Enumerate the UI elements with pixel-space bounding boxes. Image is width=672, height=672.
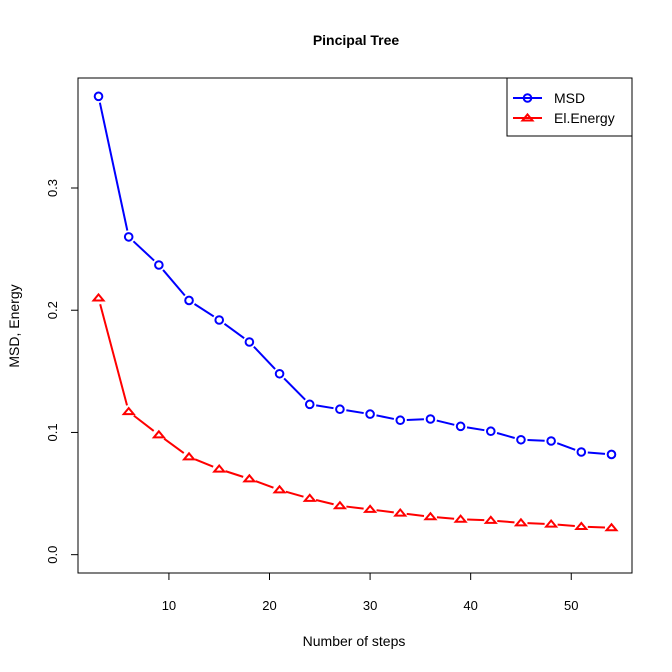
- data-point: [576, 447, 587, 457]
- series-line-segment: [194, 458, 214, 468]
- data-point: [272, 484, 287, 494]
- series-line-segment: [466, 426, 485, 432]
- series-line-segment: [436, 419, 455, 426]
- series-line-segment: [315, 499, 334, 506]
- x-tick-label: 50: [564, 598, 578, 613]
- series-line-segment: [162, 269, 186, 297]
- y-tick-label: 0.2: [45, 301, 60, 319]
- legend: MSD El.Energy: [506, 77, 633, 137]
- data-point: [244, 337, 255, 347]
- series-line-segment: [99, 304, 128, 406]
- data-point: [393, 507, 408, 517]
- y-axis: 0.0 0.1 0.2 0.3: [45, 179, 78, 564]
- x-tick-label: 30: [363, 598, 377, 613]
- data-point: [544, 518, 559, 528]
- series-line-segment: [315, 404, 334, 410]
- series-line-segment: [527, 522, 545, 525]
- series-line-segment: [346, 409, 364, 415]
- series-line-segment: [557, 523, 575, 528]
- data-point: [154, 260, 164, 270]
- series-line-segment: [376, 414, 395, 420]
- series-line-segment: [193, 303, 215, 318]
- series-el-energy: [91, 292, 619, 532]
- x-tick-label: 40: [463, 598, 477, 613]
- data-point: [455, 421, 466, 432]
- plot-frame: [77, 77, 633, 574]
- data-point: [184, 295, 194, 306]
- legend-box: [506, 77, 633, 137]
- series-line-segment: [587, 525, 606, 529]
- series-line-segment: [163, 437, 185, 454]
- data-point: [423, 511, 438, 521]
- data-point: [123, 232, 134, 242]
- data-point: [606, 449, 617, 460]
- data-point: [513, 517, 529, 527]
- series-line-segment: [283, 377, 306, 401]
- data-point: [212, 463, 227, 473]
- legend-label: MSD: [554, 90, 585, 106]
- series-line-segment: [133, 414, 155, 432]
- data-point: [546, 436, 556, 446]
- series-line-segment: [406, 418, 424, 421]
- legend-marker: [520, 112, 535, 122]
- chart-title: Pincipal Tree: [313, 32, 400, 48]
- series-layer: [91, 91, 619, 532]
- series-line-segment: [223, 323, 245, 339]
- data-point: [214, 315, 225, 325]
- data-point: [516, 434, 526, 445]
- data-point: [335, 404, 345, 415]
- data-point: [574, 521, 589, 531]
- data-point: [304, 399, 315, 410]
- data-point: [483, 515, 498, 524]
- y-tick-label: 0.0: [45, 546, 60, 564]
- x-tick-label: 20: [262, 598, 276, 613]
- y-tick-label: 0.1: [45, 423, 60, 441]
- data-point: [121, 406, 136, 416]
- series-line-segment: [376, 509, 394, 514]
- series-line-segment: [467, 518, 485, 522]
- series-line-segment: [285, 490, 304, 498]
- series-msd: [93, 91, 617, 460]
- series-line-segment: [496, 432, 515, 439]
- series-line-segment: [253, 346, 276, 370]
- legend-label: El.Energy: [554, 110, 615, 126]
- data-point: [302, 493, 317, 502]
- series-line-segment: [346, 505, 364, 510]
- data-point: [242, 473, 257, 483]
- series-line-segment: [406, 512, 425, 517]
- data-point: [274, 368, 285, 379]
- data-point: [485, 426, 496, 437]
- data-point: [453, 514, 468, 523]
- data-point: [332, 500, 348, 510]
- data-point: [91, 292, 106, 302]
- series-line-segment: [497, 519, 515, 524]
- series-line-segment: [587, 451, 606, 455]
- series-line-segment: [255, 480, 274, 489]
- y-tick-label: 0.3: [45, 179, 60, 197]
- data-point: [365, 409, 375, 419]
- series-line-segment: [132, 240, 155, 262]
- x-tick-label: 10: [162, 598, 176, 613]
- data-point: [604, 522, 619, 532]
- data-point: [395, 415, 406, 426]
- data-point: [425, 414, 436, 424]
- data-point: [151, 429, 166, 439]
- series-line-segment: [527, 439, 545, 442]
- series-line-segment: [556, 442, 576, 451]
- data-point: [181, 451, 197, 461]
- x-axis: 10 20 30 40 50: [162, 573, 578, 613]
- y-axis-label: MSD, Energy: [6, 284, 22, 367]
- series-line-segment: [436, 516, 455, 520]
- data-point: [362, 504, 378, 513]
- data-point: [93, 91, 104, 102]
- series-line-segment: [98, 102, 129, 231]
- legend-marker: [522, 93, 533, 103]
- series-line-segment: [225, 470, 244, 478]
- x-axis-label: Number of steps: [303, 633, 406, 649]
